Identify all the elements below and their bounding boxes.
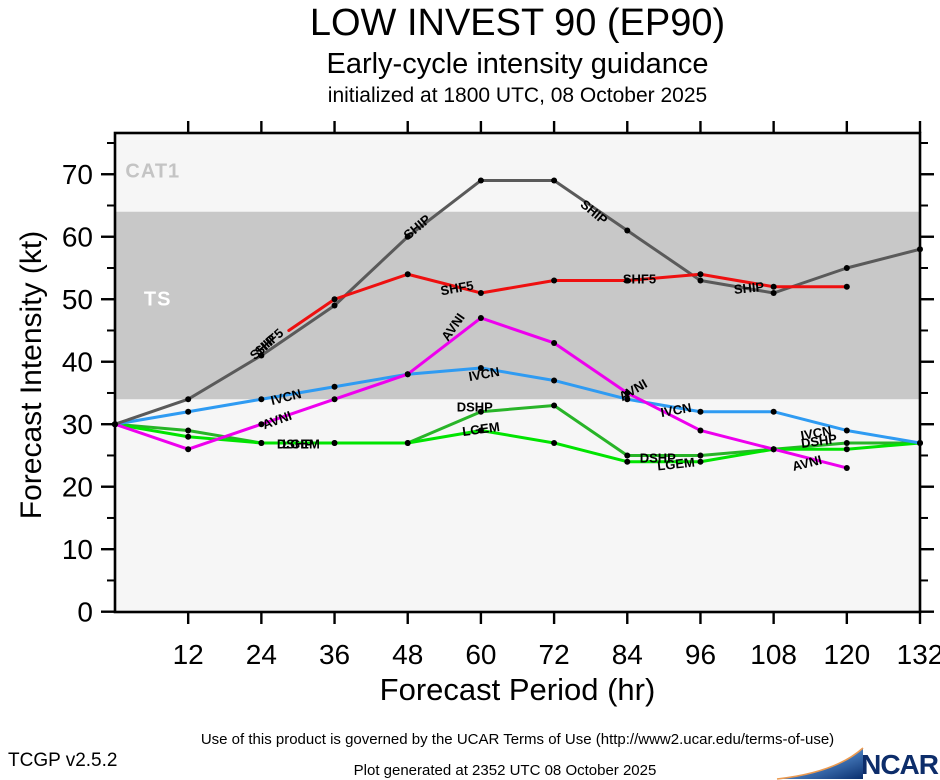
plot-canvas: 12 24 36 48 60 72 84 96 108 120 132 0 10 20 30 40 50 60 70	[62, 121, 940, 670]
line-label-DSHP: DSHP	[276, 436, 313, 452]
data-point-SHIP	[477, 177, 484, 184]
data-point-AVNI	[185, 446, 192, 453]
y-tick-label: 40	[62, 347, 93, 378]
data-point-AVNI	[770, 446, 777, 453]
data-point-SHF5	[331, 296, 338, 303]
data-point-LGEM	[624, 458, 631, 465]
data-point-SHF5	[843, 283, 850, 290]
data-point-IVCN	[624, 396, 631, 403]
data-point-SHF5	[551, 277, 558, 284]
y-tick-label: 20	[62, 472, 93, 503]
ncar-logo-text: NCAR	[861, 749, 939, 780]
series-line-IVCN	[113, 366, 922, 445]
ncar-swoosh-icon	[777, 747, 864, 780]
data-point-IVCN	[843, 427, 850, 434]
data-point-SHF5	[404, 271, 411, 278]
data-point-LGEM	[404, 439, 411, 446]
data-point-SHF5	[770, 283, 777, 290]
data-point-AVNI	[697, 427, 704, 434]
data-point-DSHP	[185, 427, 192, 434]
data-point-IVCN	[477, 364, 484, 371]
data-point-IVCN	[770, 408, 777, 415]
data-point-LGEM	[551, 439, 558, 446]
data-point-DSHP	[624, 452, 631, 459]
data-point-SHIP	[624, 227, 631, 234]
page-subtitle: Early-cycle intensity guidance	[326, 48, 709, 80]
data-point-AVNI	[404, 371, 411, 378]
data-point-LGEM	[697, 458, 704, 465]
plot-area: 12 24 36 48 60 72 84 96 108 120 132 0 10 20 30 40 50 60 70…	[62, 121, 940, 670]
data-point-DSHP	[843, 439, 850, 446]
x-tick-label: 84	[612, 639, 643, 670]
y-tick-label: 70	[62, 159, 93, 190]
y-tick-label: 10	[62, 534, 93, 565]
data-point-DSHP	[477, 408, 484, 415]
x-tick-label: 108	[750, 639, 797, 670]
data-point-IVCN	[697, 408, 704, 415]
line-label-DSHP: DSHP	[456, 399, 493, 415]
data-point-IVCN	[258, 396, 265, 403]
ucar-terms-text: Use of this product is governed by the U…	[200, 731, 835, 748]
ts-intensity-band	[115, 211, 920, 400]
line-label-DSHP: DSHP	[639, 450, 676, 466]
x-tick-label: 60	[465, 639, 496, 670]
x-tick-label: 120	[823, 639, 870, 670]
x-tick-label: 132	[897, 639, 940, 670]
data-point-LGEM	[843, 446, 850, 453]
data-point-SHIP	[185, 396, 192, 403]
x-axis-title: Forecast Period (hr)	[379, 672, 656, 707]
data-point-AVNI	[477, 314, 484, 321]
plot-frame	[113, 131, 922, 614]
line-label-SHIP: SHIP	[733, 278, 766, 298]
data-point-SHF5	[624, 277, 631, 284]
y-axis-title: Forecast Intensity (kt)	[15, 230, 48, 520]
x-tick-label: 48	[392, 639, 423, 670]
data-point-SHF5	[477, 289, 484, 296]
data-point-LGEM	[477, 427, 484, 434]
data-point-IVCN	[331, 383, 338, 390]
data-point-SHIP	[258, 352, 265, 359]
plot-generated-text: Plot generated at 2352 UTC 08 October 20…	[353, 762, 657, 779]
data-point-SHIP	[697, 277, 704, 284]
data-point-LGEM	[185, 433, 192, 440]
title-block: LOW INVEST 90 (EP90) Early-cycle intensi…	[115, 0, 920, 108]
series-line-SHIP	[113, 178, 922, 426]
data-point-SHIP	[843, 264, 850, 271]
data-point-AVNI	[331, 396, 338, 403]
data-point-AVNI	[843, 464, 850, 471]
data-point-SHIP	[404, 233, 411, 240]
x-tick-label: 96	[685, 639, 716, 670]
data-point-LGEM	[331, 439, 338, 446]
data-point-AVNI	[258, 421, 265, 428]
tcgp-version-text: TCGP v2.5.2	[8, 750, 118, 771]
y-tick-label: 60	[62, 222, 93, 253]
data-point-IVCN	[185, 408, 192, 415]
ts-zone-label: TS	[143, 288, 172, 311]
data-point-LGEM	[258, 439, 265, 446]
x-tick-label: 36	[319, 639, 350, 670]
data-point-IVCN	[551, 377, 558, 384]
series-line-LGEM	[113, 422, 922, 464]
y-tick-label: 30	[62, 409, 93, 440]
page-title: LOW INVEST 90 (EP90)	[309, 2, 726, 44]
data-point-SHIP	[770, 289, 777, 296]
data-point-SHIP	[331, 302, 338, 309]
x-tick-label: 24	[246, 639, 277, 670]
line-label-LGEM: LGEM	[282, 436, 320, 452]
data-point-DSHP	[551, 402, 558, 409]
cat1-zone-label: CAT1	[125, 160, 181, 183]
data-point-AVNI	[551, 339, 558, 346]
y-tick-label: 0	[77, 597, 93, 628]
y-tick-label: 50	[62, 284, 93, 315]
x-tick-label: 72	[539, 639, 570, 670]
data-point-SHIP	[551, 177, 558, 184]
ncar-logo: NCAR	[775, 746, 939, 780]
data-point-SHF5	[697, 271, 704, 278]
data-point-DSHP	[697, 452, 704, 459]
init-time-line: initialized at 1800 UTC, 08 October 2025	[327, 84, 708, 107]
data-point-AVNI	[624, 389, 631, 396]
line-label-SHF5: SHF5	[622, 271, 657, 287]
x-tick-label: 12	[173, 639, 204, 670]
